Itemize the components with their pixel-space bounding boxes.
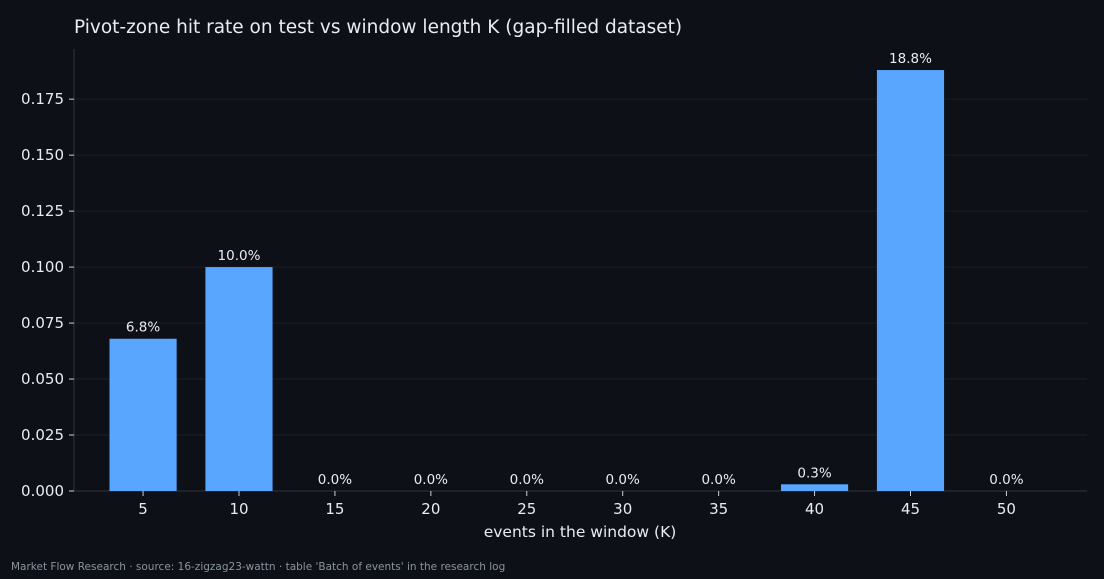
y-tick-label-5: 0.125 (21, 202, 64, 220)
ticks-layer: 5 10 15 20 25 30 35 40 45 50 0.000 0.025 0.050 0.075 0… (21, 90, 1016, 518)
y-tick-label-2: 0.050 (21, 370, 64, 388)
data-label-30: 0.0% (606, 472, 640, 488)
data-label-20: 0.0% (414, 472, 448, 488)
x-tick-label-50: 50 (997, 500, 1016, 518)
y-tick-label-3: 0.075 (21, 314, 64, 332)
x-tick-label-5: 5 (138, 500, 148, 518)
x-tick-label-10: 10 (229, 500, 248, 518)
x-tick-label-45: 45 (901, 500, 920, 518)
bar-10 (205, 267, 273, 491)
data-label-15: 0.0% (318, 472, 352, 488)
x-tick-label-30: 30 (613, 500, 632, 518)
y-tick-label-4: 0.100 (21, 258, 64, 276)
x-tick-label-20: 20 (421, 500, 440, 518)
x-tick-label-15: 15 (325, 500, 344, 518)
y-tick-label-1: 0.025 (21, 426, 64, 444)
data-labels-layer: 6.8% 10.0% 0.0% 0.0% 0.0% 0.0% 0.0% 0.3% 18.8% 0.… (126, 51, 1024, 488)
x-tick-label-35: 35 (709, 500, 728, 518)
x-axis-label: events in the window (K) (484, 523, 677, 541)
footer-caption: Market Flow Research · source: 16-zigzag… (11, 561, 505, 573)
data-label-40: 0.3% (797, 465, 831, 481)
data-label-45: 18.8% (889, 51, 932, 67)
data-label-10: 10.0% (218, 248, 261, 264)
bars-layer (109, 70, 945, 492)
y-tick-label-6: 0.150 (21, 146, 64, 164)
y-tick-label-0: 0.000 (21, 482, 64, 500)
data-label-5: 6.8% (126, 320, 160, 336)
bar-40 (780, 484, 849, 491)
x-tick-label-40: 40 (805, 500, 824, 518)
data-label-25: 0.0% (510, 472, 544, 488)
data-label-35: 0.0% (701, 472, 735, 488)
bar-45 (876, 70, 945, 492)
y-tick-label-7: 0.175 (21, 90, 64, 108)
bar-5 (109, 338, 177, 491)
data-label-50: 0.0% (989, 472, 1023, 488)
x-tick-label-25: 25 (517, 500, 536, 518)
chart-title: Pivot-zone hit rate on test vs window le… (74, 17, 682, 38)
